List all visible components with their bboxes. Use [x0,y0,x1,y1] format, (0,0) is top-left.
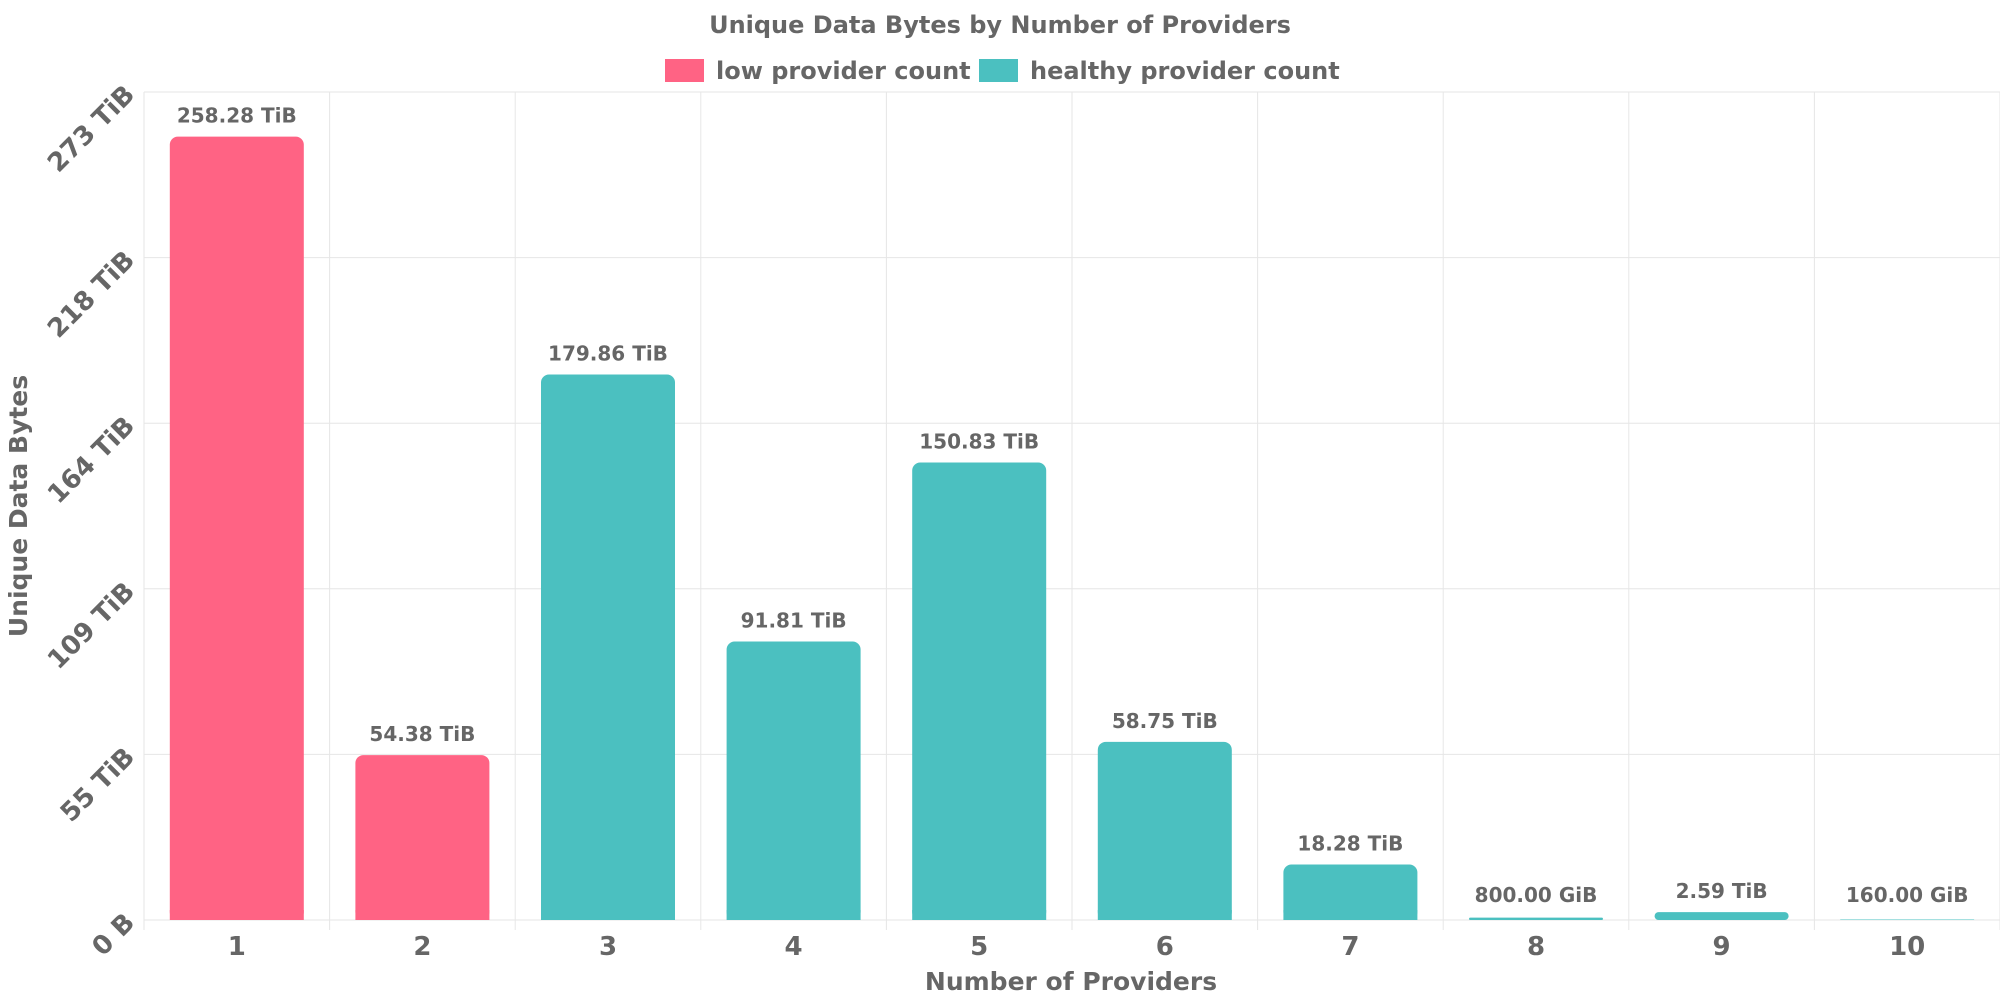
legend-item-low-provider-count[interactable]: low provider count [665,57,971,85]
bars [169,136,1975,921]
legend-label-healthy-provider-count: healthy provider count [1030,57,1340,85]
bar-1[interactable] [169,136,304,921]
bar-3[interactable] [541,374,675,920]
bar-2-base [355,910,490,920]
legend: low provider count healthy provider coun… [665,57,1340,85]
bar-6-base [1097,910,1232,920]
data-label-1: 258.28 TiB [177,104,297,128]
bar-4-base [726,910,861,920]
y-tick-label: 55 TiB [55,742,141,828]
data-label-4: 91.81 TiB [741,609,847,633]
y-tick-label: 109 TiB [42,577,141,676]
bar-3-base [541,910,675,920]
x-tick-label-3: 3 [599,932,617,962]
x-tick-label-2: 2 [413,932,431,962]
y-tick-label: 273 TiB [42,80,141,179]
x-tick-label-6: 6 [1156,932,1174,962]
data-label-2: 54.38 TiB [369,722,475,746]
bar-10[interactable] [1840,919,1975,921]
legend-label-low-provider-count: low provider count [716,57,971,85]
data-label-3: 179.86 TiB [548,341,668,365]
y-tick-label: 164 TiB [42,411,141,510]
x-tick-label-10: 10 [1889,932,1925,962]
x-tick-label-1: 1 [228,932,246,962]
data-label-10: 160.00 GiB [1846,883,1969,907]
x-axis-title: Number of Providers [925,967,1217,996]
bar-5[interactable] [912,462,1047,920]
x-tick-label-8: 8 [1527,932,1545,962]
bar-8[interactable] [1469,917,1603,920]
x-tick-label-4: 4 [785,932,803,962]
x-tick-label-5: 5 [970,932,988,962]
legend-swatch-healthy-provider-count [979,59,1018,82]
legend-swatch-low-provider-count [665,59,704,82]
grid [143,91,2000,930]
y-tick-label: 218 TiB [42,245,141,344]
data-label-9: 2.59 TiB [1676,879,1768,903]
bar-2[interactable] [355,755,490,920]
y-axis-ticks: 0 B 55 TiB 109 TiB 164 TiB 218 TiB 273 TiB [42,80,141,962]
data-labels: 258.28 TiB 54.38 TiB 179.86 TiB 91.81 TiB 15… [177,104,1969,907]
data-label-5: 150.83 TiB [919,430,1039,454]
bar-4[interactable] [726,641,861,920]
bar-7[interactable] [1283,864,1418,920]
chart-title: Unique Data Bytes by Number of Providers [709,11,1291,39]
bar-5-base [912,910,1047,920]
x-tick-label-9: 9 [1713,932,1731,962]
bar-9[interactable] [1654,912,1789,920]
data-label-8: 800.00 GiB [1475,883,1598,907]
x-axis-ticks: 1 2 3 4 5 6 7 8 9 10 [228,932,1926,962]
legend-item-healthy-provider-count[interactable]: healthy provider count [979,57,1340,85]
y-tick-label: 0 B [87,908,141,962]
data-label-7: 18.28 TiB [1297,832,1403,856]
bar-7-base [1283,910,1418,920]
y-axis-title: Unique Data Bytes [4,375,33,637]
x-tick-label-7: 7 [1341,932,1359,962]
data-label-6: 58.75 TiB [1112,709,1218,733]
bar-1-base [169,910,304,920]
bar-6[interactable] [1097,741,1232,920]
